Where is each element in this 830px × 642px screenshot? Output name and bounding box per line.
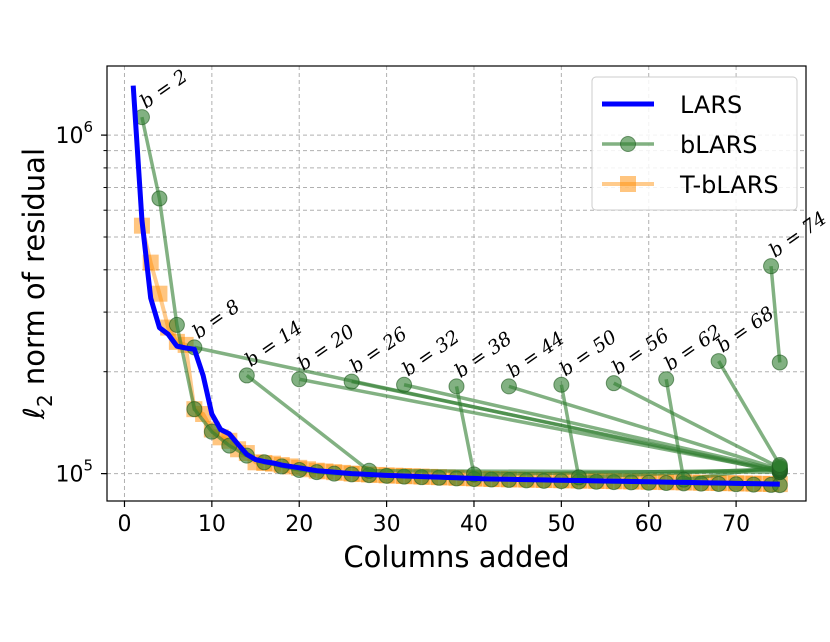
legend-swatch-t-blars-marker [620,176,636,192]
series-layer [130,85,788,494]
y-tick-label: 106 [55,118,93,149]
blars-point [771,354,788,371]
blars-segment-b68 [717,360,782,466]
plot-frame [106,65,807,502]
x-tick-label: 70 [722,512,750,537]
annotation-label: b = 68 [713,302,778,357]
annotation-label: b = 20 [293,320,358,375]
x-tick-label: 0 [117,512,131,537]
legend-entry: T-bLARS [602,171,779,199]
ylabel-symbol: ℓ [17,407,51,420]
blars-point [658,371,675,388]
blars-point [203,423,220,440]
legend-box [591,76,798,211]
x-tick-label: 10 [198,512,226,537]
blars-point [763,258,780,275]
x-tick-label: 60 [635,512,663,537]
blars-point [710,353,727,370]
annotation-label: b = 32 [398,326,463,381]
blars-point [771,457,788,474]
blars-point [500,378,517,395]
blars-segment-b44 [508,384,781,471]
t-blars-point [151,285,168,302]
blars-segment-b26 [351,379,781,473]
legend-swatch-blars-marker [620,136,636,152]
x-axis-ticks: 0 10 20 30 40 50 60 70 [117,501,750,537]
blars-point [605,375,622,392]
legend-label: T-bLARS [679,171,779,199]
blars-point [448,378,465,395]
blars-point [151,190,168,207]
annotation-label: b = 74 [765,207,830,262]
blars-point [553,376,570,393]
y-tick-base: 10 [55,463,83,488]
blars-segment-b74 [769,266,782,363]
y-axis-label: ℓ2 norm of residual [17,148,57,420]
annotation-label: b = 2 [136,65,191,113]
series-lars [130,85,780,487]
legend-entry: LARS [602,91,742,119]
blars-segment-b32 [403,383,781,472]
blars-point [396,376,413,393]
y-tick-label: 105 [55,457,93,488]
lars-line [130,85,780,487]
legend: LARS bLARS T-bLARS [591,76,798,211]
legend-entry: bLARS [602,131,757,159]
ylabel-subscript: 2 [33,394,57,407]
annotation-label: b = 50 [556,326,621,381]
blars-point [168,316,185,333]
blars-point [186,401,203,418]
blars-segment-b20 [298,377,781,474]
y-tick-base: 10 [55,124,83,149]
annotation-label: b = 44 [503,328,568,383]
annotation-label: b = 56 [608,324,673,379]
ylabel-text: norm of residual [17,148,51,394]
blars-point [291,371,308,388]
x-tick-label: 30 [373,512,401,537]
x-axis-label: Columns added [343,540,569,574]
y-tick-exponent: 6 [83,118,93,136]
legend-label: LARS [680,91,742,119]
legend-label: bLARS [680,131,757,159]
y-tick-exponent: 5 [83,457,93,475]
x-tick-label: 20 [285,512,313,537]
annotation-label: b = 38 [451,328,516,383]
annotation-label: b = 8 [189,295,244,343]
x-tick-label: 40 [460,512,488,537]
blars-point [343,373,360,390]
x-tick-label: 50 [547,512,575,537]
blars-point [238,367,255,384]
blars-segment-b56 [612,381,781,470]
annotation-label: b = 26 [346,323,411,378]
